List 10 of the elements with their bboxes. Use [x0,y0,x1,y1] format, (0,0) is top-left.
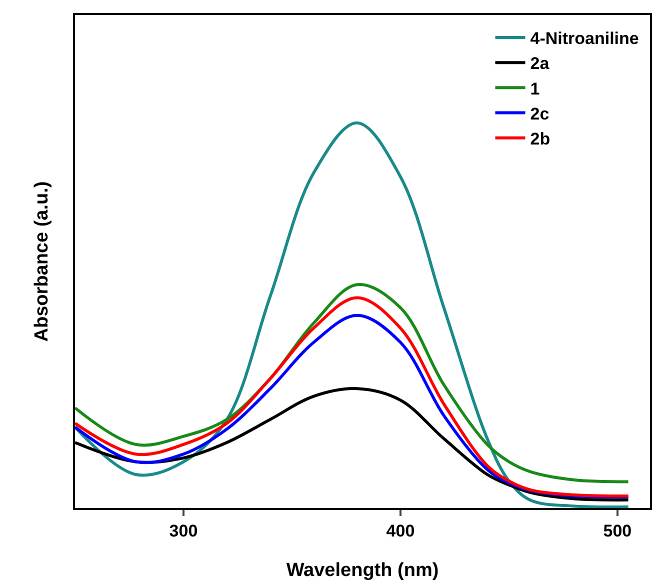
legend-label: 1 [530,79,540,98]
legend-label: 2c [530,104,550,124]
legend-label: 2a [530,54,550,74]
x-axis-title: Wavelength (nm) [286,560,439,581]
x-tick-label: 300 [169,521,198,540]
x-tick-label: 400 [386,521,415,540]
legend-label: 4-Nitroaniline [530,29,639,48]
y-axis-title: Absorbance (a.u.) [31,181,52,342]
legend-label: 2b [530,130,550,149]
x-tick-label: 500 [603,521,632,540]
